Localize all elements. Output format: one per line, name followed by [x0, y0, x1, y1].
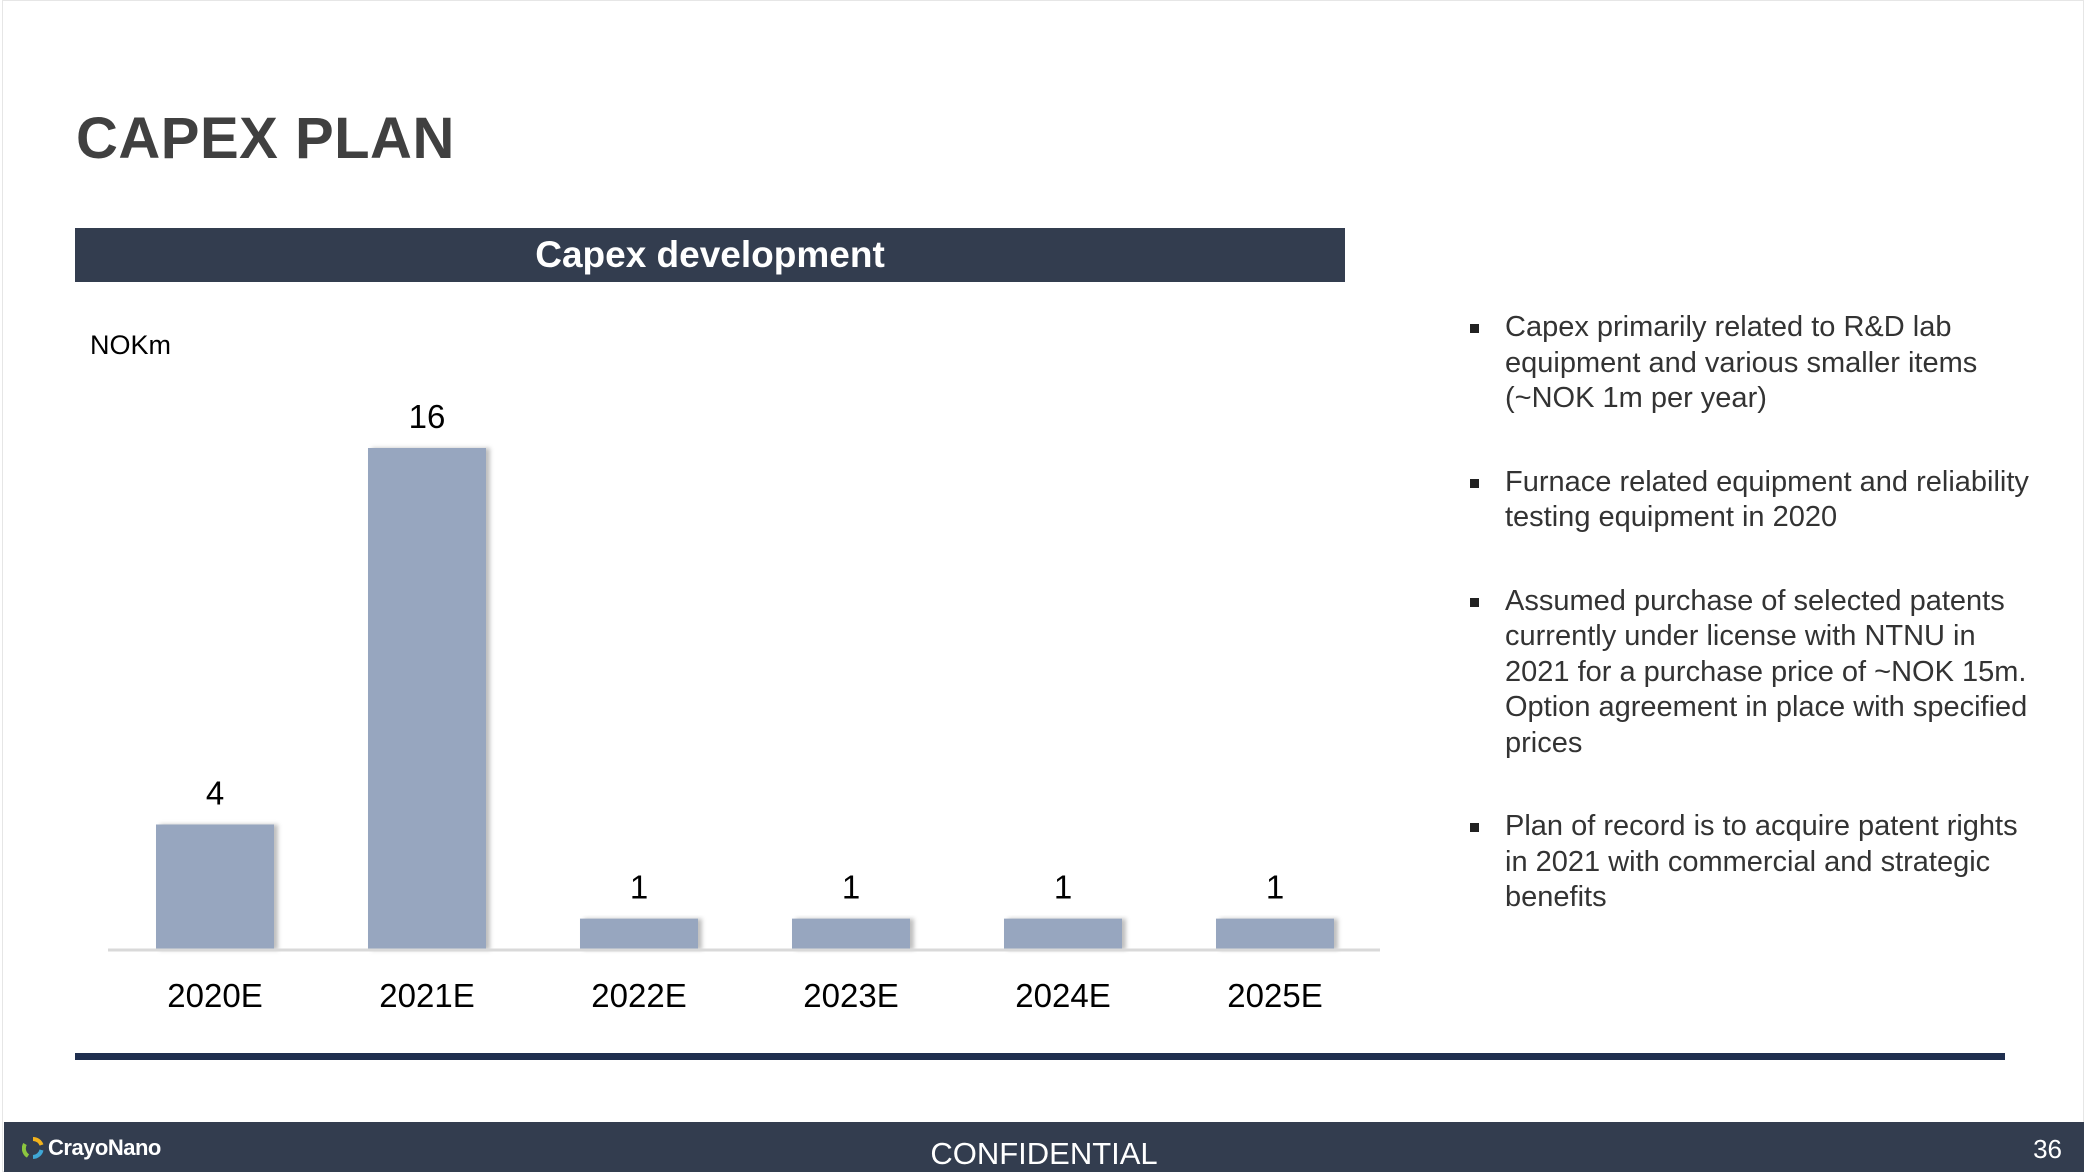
bullet-text: Capex primarily related to R&D lab equip… — [1505, 311, 1978, 414]
bar-2024E — [1004, 918, 1122, 950]
bullet-marker — [1470, 597, 1479, 607]
bullet-marker — [1470, 478, 1479, 488]
bullet-marker — [1470, 324, 1479, 333]
crayonano-logo-icon — [22, 1137, 44, 1159]
x-tick-label-2025E: 2025E — [1227, 977, 1322, 1014]
logo-text: CrayoNano — [48, 1135, 161, 1160]
x-tick-label-2020E: 2020E — [167, 977, 262, 1014]
page-title: CAPEX PLAN — [76, 106, 455, 171]
bullet-text: Furnace related equipment and reliabilit… — [1505, 465, 2029, 534]
bullet-item: Capex primarily related to R&D lab equip… — [1470, 310, 2030, 417]
x-tick-label-2024E: 2024E — [1015, 977, 1110, 1014]
bar-2023E — [792, 918, 910, 950]
bullet-list: Capex primarily related to R&D lab equip… — [1470, 310, 2030, 964]
bottom-divider — [75, 1053, 2005, 1060]
confidential-label: CONFIDENTIAL — [930, 1136, 1158, 1171]
x-tick-label-2022E: 2022E — [591, 977, 686, 1014]
page-number: 36 — [2033, 1134, 2062, 1164]
bullet-item: Plan of record is to acquire patent righ… — [1470, 809, 2030, 916]
x-tick-label-2021E: 2021E — [379, 977, 474, 1014]
data-label-2021E: 16 — [409, 398, 446, 435]
y-unit-label: NOKm — [90, 330, 171, 360]
bar-chart: 4 2020E 16 2021E 1 2022E 1 2023E 1 2024E 1 2025E — [108, 398, 1380, 1014]
data-label-2025E: 1 — [1266, 869, 1284, 906]
chart-header: Capex development — [75, 228, 1345, 282]
data-label-2022E: 1 — [630, 869, 648, 906]
bullet-item: Assumed purchase of selected patents cur… — [1470, 584, 2030, 762]
company-logo: CrayoNano — [22, 1134, 161, 1162]
bullet-text: Assumed purchase of selected patents cur… — [1505, 584, 2028, 759]
bullet-marker — [1470, 823, 1479, 832]
bar-2021E — [368, 448, 486, 950]
data-label-2020E: 4 — [206, 775, 224, 812]
x-tick-label-2023E: 2023E — [803, 977, 898, 1014]
data-label-2024E: 1 — [1054, 869, 1072, 906]
bullet-item: Furnace related equipment and reliabilit… — [1470, 465, 2030, 536]
bullet-text: Plan of record is to acquire patent righ… — [1505, 810, 2018, 913]
bar-2020E — [156, 824, 274, 950]
data-label-2023E: 1 — [842, 869, 860, 906]
footer-bar: CrayoNano CONFIDENTIAL 36 — [4, 1122, 2084, 1172]
bar-2025E — [1216, 918, 1334, 950]
bar-2022E — [580, 918, 698, 950]
